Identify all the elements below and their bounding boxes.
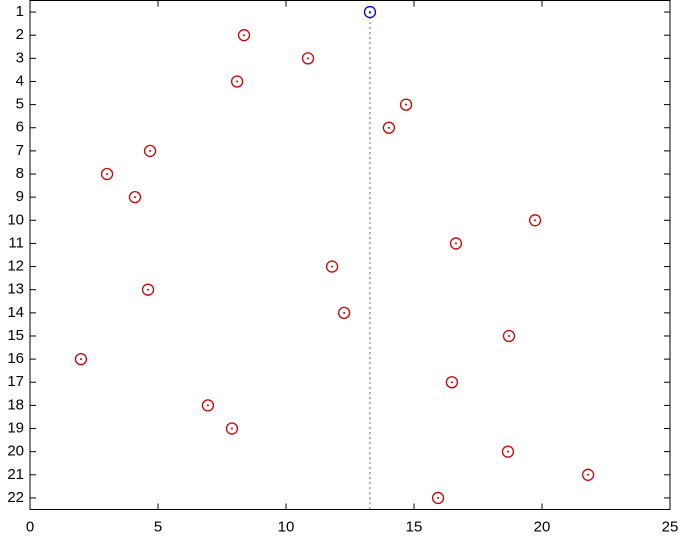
y-tick-label: 3 [16, 49, 24, 66]
point-center [79, 358, 82, 361]
y-tick-label: 22 [7, 489, 24, 506]
point [225, 422, 239, 435]
point-center [147, 288, 150, 291]
point-center [243, 34, 246, 37]
point [581, 468, 595, 481]
point-center [454, 242, 457, 245]
point-center [133, 196, 136, 199]
y-tick-label: 20 [7, 443, 24, 460]
point-center [437, 496, 440, 499]
y-tick-label: 9 [16, 188, 24, 205]
point-center [587, 473, 590, 476]
point [301, 52, 315, 65]
point [431, 491, 445, 505]
point [128, 191, 142, 204]
point-center [236, 80, 239, 83]
y-tick-label: 11 [8, 234, 24, 251]
y-tick-label: 12 [7, 258, 24, 275]
point-center [343, 311, 346, 314]
point [143, 144, 157, 158]
point-center [387, 126, 390, 129]
x-tick-label: 20 [534, 518, 551, 535]
x-tick-label: 10 [278, 518, 295, 535]
y-tick-label: 15 [7, 327, 24, 344]
y-tick-label: 6 [16, 119, 24, 136]
y-tick-label: 1 [16, 3, 24, 20]
y-tick-label: 18 [7, 396, 24, 413]
point-center [368, 11, 371, 14]
point-center [331, 265, 334, 268]
x-tick-label: 0 [26, 518, 34, 535]
y-tick-label: 14 [7, 304, 24, 321]
point-center [307, 57, 310, 60]
x-tick-label: 25 [662, 518, 679, 535]
y-tick-label: 8 [16, 165, 24, 182]
y-tick-label: 10 [7, 211, 24, 228]
point [445, 376, 459, 389]
y-tick-label: 5 [16, 96, 24, 113]
point [74, 352, 88, 366]
y-tick-label: 21 [7, 466, 24, 483]
point [325, 260, 339, 273]
x-tick-label: 15 [406, 518, 423, 535]
point-center [450, 381, 453, 384]
point [501, 445, 515, 458]
point [399, 98, 413, 111]
point-center [206, 404, 209, 407]
point [201, 399, 215, 412]
point-center [506, 450, 509, 453]
y-tick-label: 16 [7, 350, 24, 367]
point [100, 167, 114, 181]
point-center [149, 149, 152, 152]
point [141, 283, 155, 296]
point [382, 121, 396, 134]
y-tick-label: 2 [16, 26, 24, 43]
y-tick-label: 19 [7, 419, 24, 436]
y-tick-label: 7 [16, 142, 24, 159]
point [230, 75, 244, 88]
point [528, 214, 542, 227]
y-tick-label: 17 [7, 373, 24, 390]
point [337, 306, 351, 319]
point-center [507, 334, 510, 337]
point-center [106, 173, 109, 176]
plot-frame [29, 0, 671, 510]
point [502, 329, 516, 343]
x-tick-label: 5 [154, 518, 162, 535]
point-center [230, 427, 233, 430]
point [449, 237, 463, 250]
point-center [534, 219, 537, 222]
point [363, 5, 377, 19]
y-tick-label: 4 [16, 72, 24, 89]
y-tick-label: 13 [7, 281, 24, 298]
point-center [405, 103, 408, 106]
point [237, 29, 251, 42]
